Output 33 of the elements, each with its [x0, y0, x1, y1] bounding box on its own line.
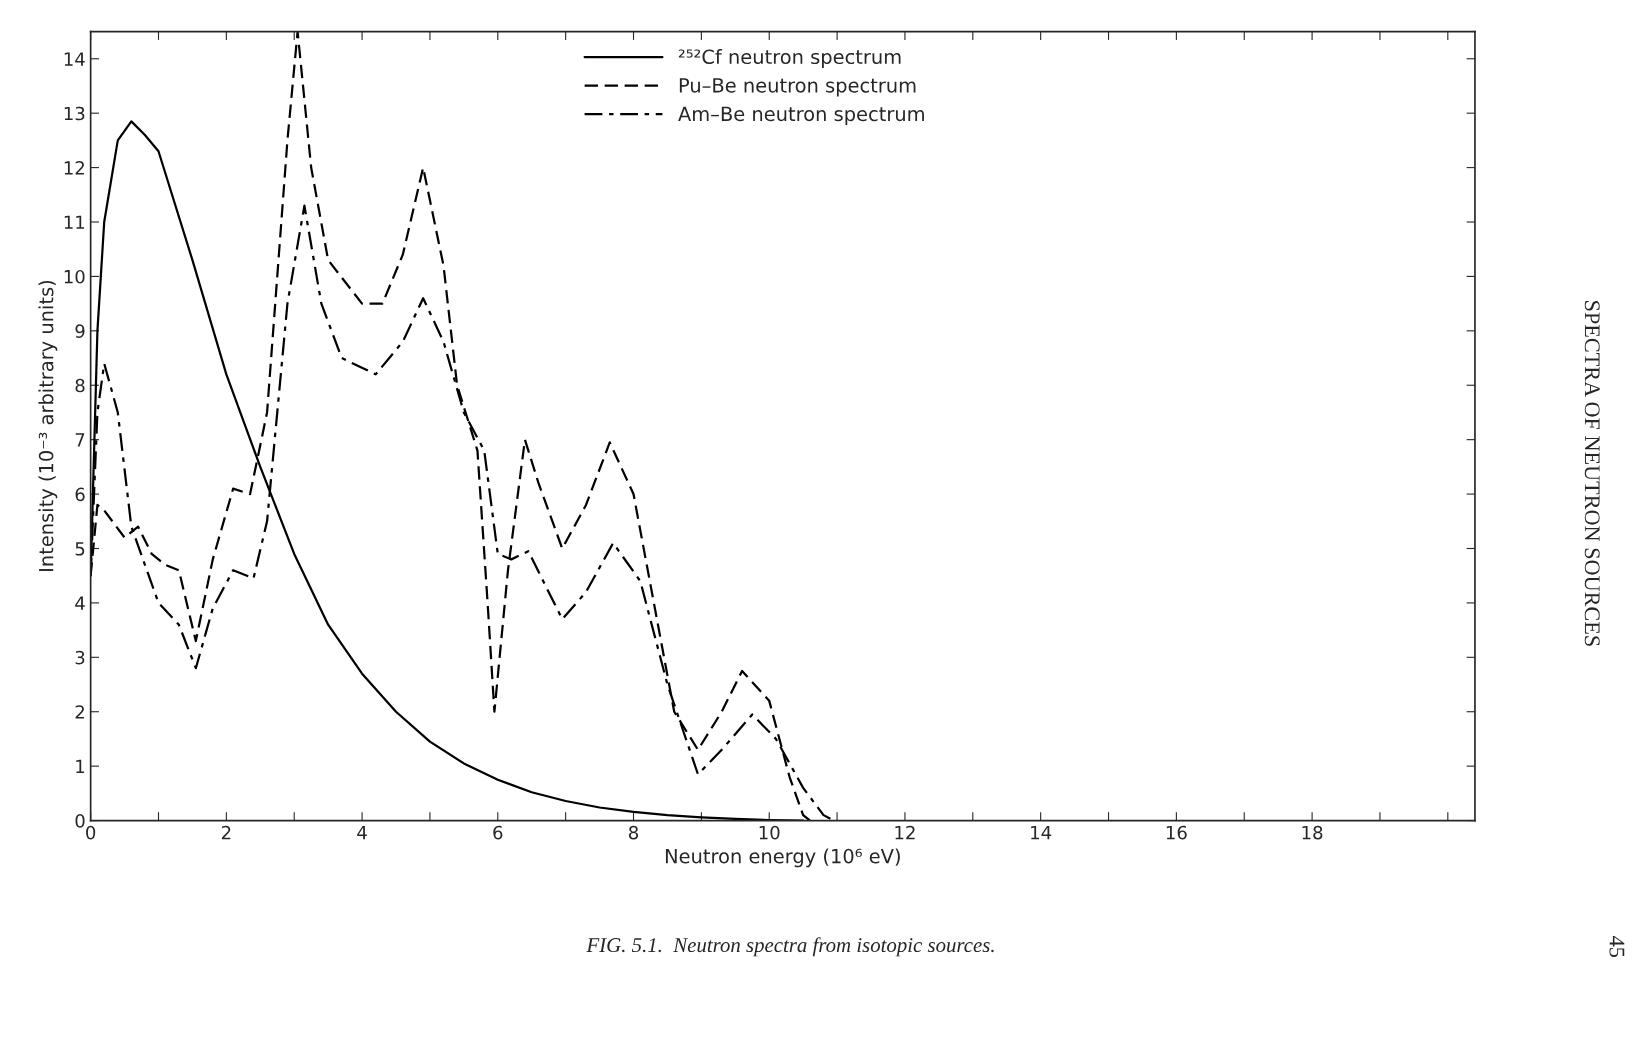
y-axis-title: Intensity (10⁻³ arbitrary units): [38, 280, 58, 571]
y-tick-label: 10: [64, 269, 85, 284]
y-tick-label: 6: [75, 487, 85, 502]
x-tick-label: 12: [895, 825, 915, 840]
x-tick-label: 4: [357, 825, 367, 840]
y-tick-label: 13: [64, 106, 85, 121]
caption: FIG. 5.1. Neutron spectra from isotopic sources.: [586, 937, 994, 957]
x-tick-label: 2: [221, 825, 231, 840]
y-tick-label: 11: [64, 215, 85, 229]
y-tick-label: 7: [75, 433, 85, 447]
legend-label: Am–Be neutron spectrum: [678, 106, 924, 125]
x-tick-label: 18: [1302, 825, 1323, 840]
y-tick-label: 12: [64, 161, 84, 175]
legend-label: Pu–Be neutron spectrum: [679, 78, 916, 97]
x-tick-label: 0: [86, 825, 96, 840]
y-tick-label: 3: [75, 650, 85, 665]
x-tick-label: 14: [1031, 825, 1052, 840]
y-tick-label: 5: [75, 542, 85, 556]
x-tick-label: 8: [628, 825, 639, 840]
y-tick-label: 2: [75, 705, 84, 719]
x-tick-label: 6: [493, 825, 503, 840]
y-tick-label: 14: [64, 52, 85, 66]
y-tick-label: 4: [75, 596, 85, 610]
y-tick-label: 8: [75, 378, 85, 393]
text: SPECTRA OF NEUTRON SOURCES: [1584, 301, 1600, 646]
legend-label: ²⁵²Cf neutron spectrum: [678, 49, 901, 68]
y-tick-label: 9: [75, 324, 85, 338]
x-tick-label: 16: [1166, 825, 1187, 840]
text: 45: [1609, 936, 1625, 958]
x-tick-label: 10: [759, 825, 780, 840]
y-tick-label: 1: [76, 759, 85, 774]
x-axis-title: Neutron energy (10⁶ eV): [665, 848, 900, 868]
y-tick-label: 0: [75, 814, 85, 828]
